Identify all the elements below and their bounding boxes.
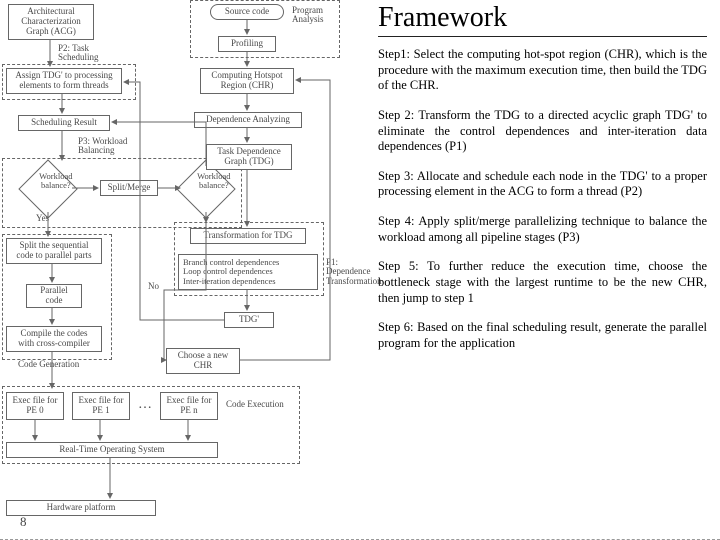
flowchart: ArchitecturalCharacterizationGraph (ACG)… xyxy=(0,0,370,540)
step-6: Step 6: Based on the final scheduling re… xyxy=(378,320,707,351)
step-2: Step 2: Transform the TDG to a directed … xyxy=(378,108,707,155)
flowchart-arrows xyxy=(0,0,370,540)
step-5: Step 5: To further reduce the execution … xyxy=(378,259,707,306)
step-3: Step 3: Allocate and schedule each node … xyxy=(378,169,707,200)
page-title: Framework xyxy=(378,2,707,37)
step-4: Step 4: Apply split/merge parallelizing … xyxy=(378,214,707,245)
step-1: Step1: Select the computing hot-spot reg… xyxy=(378,47,707,94)
page-number: 8 xyxy=(20,514,27,530)
